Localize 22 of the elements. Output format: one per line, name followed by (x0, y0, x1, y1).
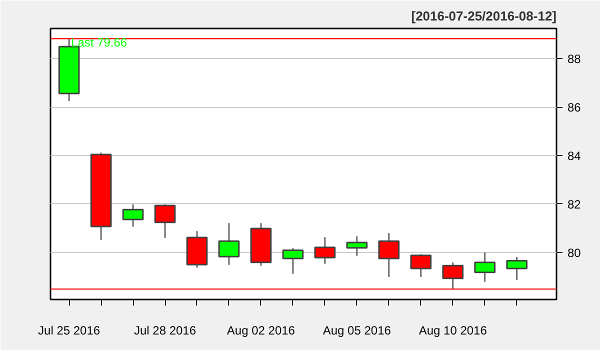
y-tick-label: 88 (568, 52, 582, 66)
candlestick (122, 204, 144, 228)
y-tick-label: 80 (568, 246, 582, 260)
candlestick (282, 248, 304, 274)
candlestick (154, 204, 176, 239)
candlestick (378, 232, 400, 278)
x-tick-label: Jul 28 2016 (134, 324, 196, 338)
y-tick-label: 84 (568, 149, 582, 164)
x-tick-label: Aug 10 2016 (418, 324, 488, 338)
candlestick (346, 236, 368, 256)
x-tick-label: Jul 25 2016 (38, 324, 100, 338)
candlestick (474, 252, 496, 282)
x-tick-label: Aug 02 2016 (226, 324, 296, 338)
candlestick (410, 254, 432, 278)
candlestick (506, 256, 528, 280)
y-tick-label: 86 (568, 100, 582, 115)
y-tick-label: 82 (568, 197, 582, 212)
chart-subtitle: [2016-07-25/2016-08-12] (411, 8, 557, 24)
x-tick-label: Aug 05 2016 (322, 324, 392, 338)
annotation: Last 79.66 (71, 36, 128, 50)
candlestick (218, 222, 240, 266)
candlestick (314, 236, 336, 264)
